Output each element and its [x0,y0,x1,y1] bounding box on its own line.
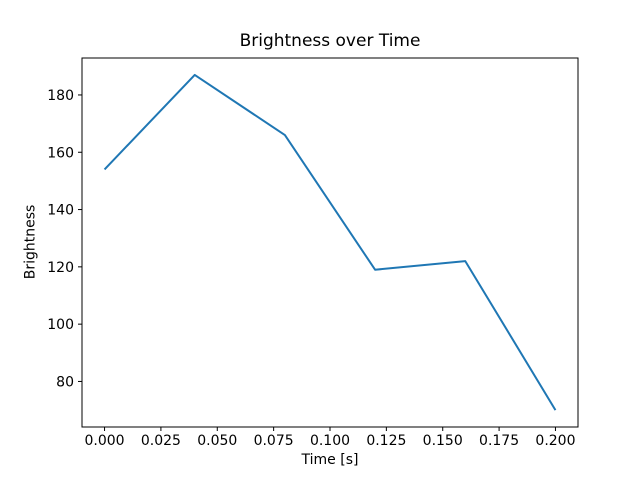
data-line-brightness [103,73,557,411]
x-tick-label: 0.000 [84,433,124,449]
axes-frame [81,57,579,428]
y-tick-label: 140 [47,203,74,219]
y-tick-label: 100 [47,317,74,333]
x-tick-label: 0.125 [366,433,406,449]
x-tick-label: 0.175 [479,433,519,449]
x-tick-label: 0.025 [141,433,181,449]
x-tick-label: 0.200 [535,433,575,449]
x-tick-label: 0.150 [423,433,463,449]
y-tick-label: 180 [47,88,74,104]
x-tick-label: 0.100 [310,433,350,449]
x-tick-label: 0.075 [254,433,294,449]
y-tick-label: 160 [47,145,74,161]
x-tick-label: 0.050 [197,433,237,449]
x-axis-title: Time [s] [301,452,359,468]
y-tick-label: 80 [56,374,74,390]
y-tick-label: 120 [47,260,74,276]
chart-title: Brightness over Time [239,31,421,51]
